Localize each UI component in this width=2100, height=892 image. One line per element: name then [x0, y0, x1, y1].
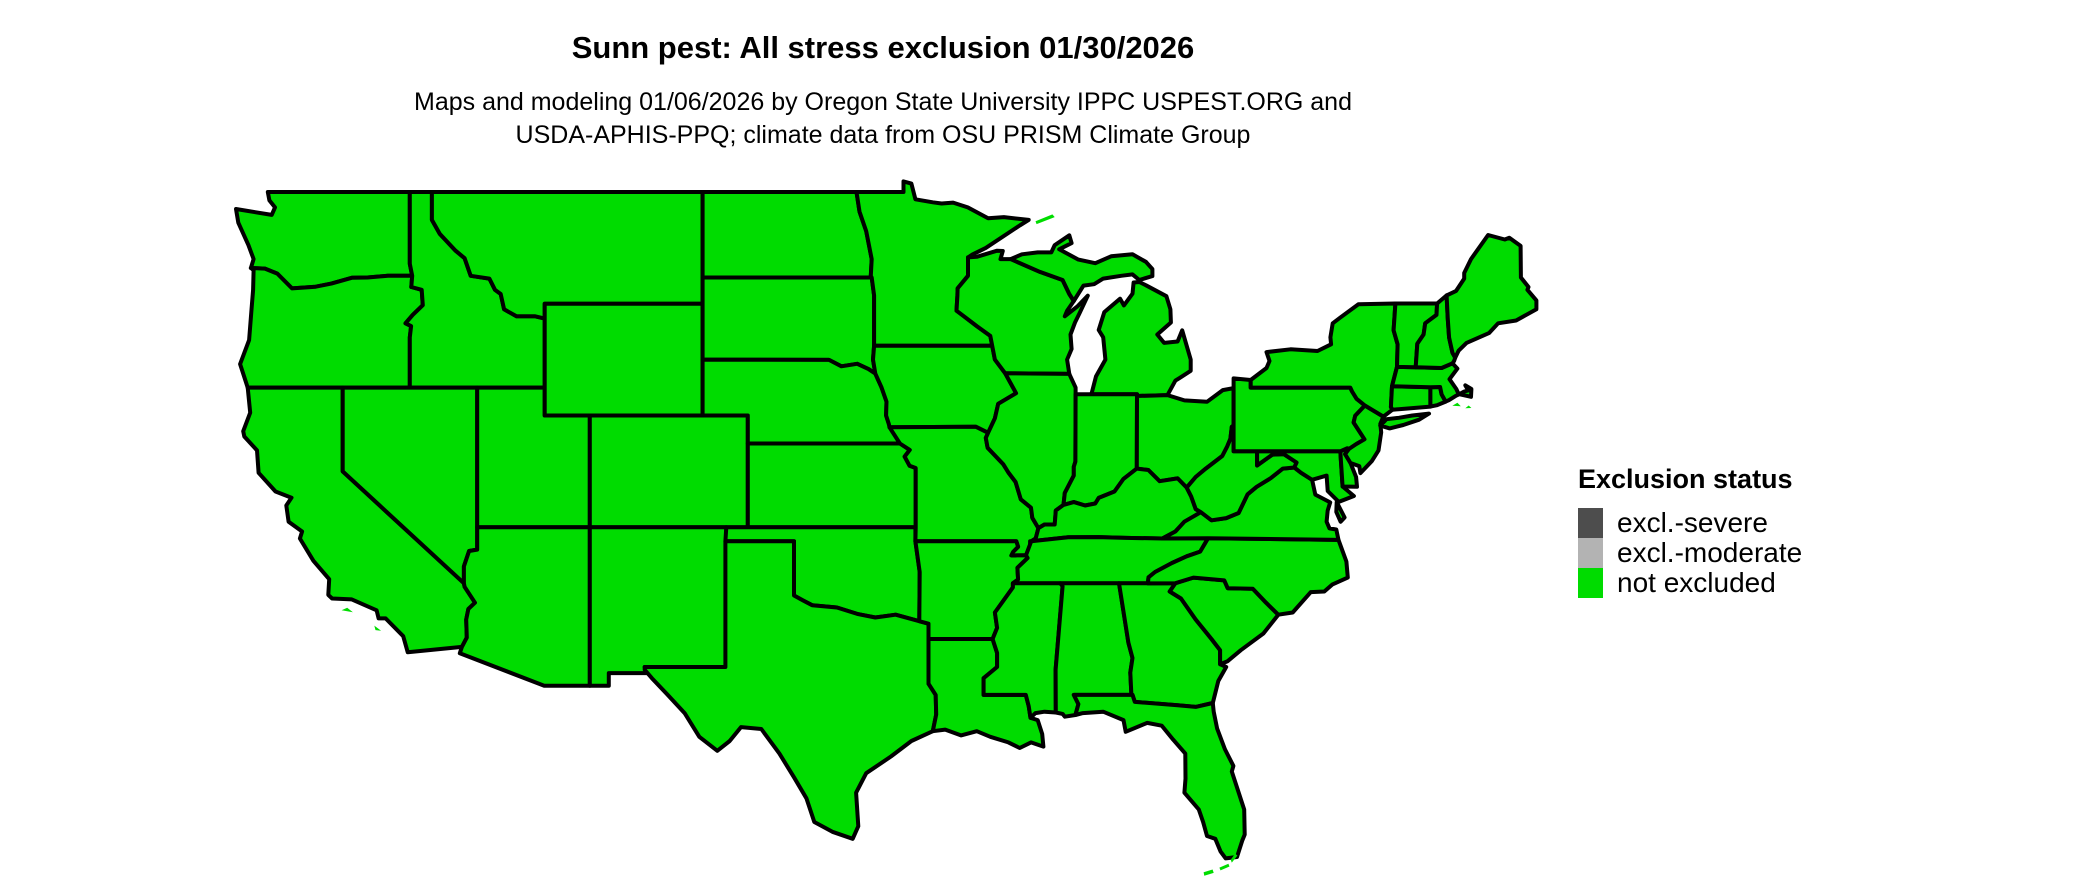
figure-subtitle-line2: USDA-APHIS-PPQ; climate data from OSU PR… — [515, 121, 1251, 149]
state-TX — [642, 539, 939, 841]
islands-FL — [1203, 853, 1238, 876]
legend-item-not-excluded: not excluded — [1578, 568, 1802, 598]
state-ME — [1444, 233, 1539, 360]
islands-MI — [1035, 214, 1055, 225]
legend-items: excl.-severe excl.-moderate not excluded — [1578, 508, 1802, 598]
state-NM — [587, 525, 729, 688]
legend-label: excl.-severe — [1617, 507, 1768, 538]
legend-title: Exclusion status — [1578, 464, 1793, 494]
state-MI — [1008, 233, 1193, 398]
legend-swatch — [1578, 568, 1603, 598]
legend-item-excl-severe: excl.-severe — [1578, 508, 1802, 538]
islands-CA — [341, 607, 382, 631]
legend-swatch — [1578, 508, 1603, 538]
figure-subtitle-line1: Maps and modeling 01/06/2026 by Oregon S… — [414, 88, 1352, 116]
state-CT — [1388, 384, 1433, 412]
state-NC — [1145, 536, 1350, 617]
state-NJ — [1343, 403, 1386, 476]
legend-label: not excluded — [1617, 567, 1776, 598]
legend-label: excl.-moderate — [1617, 537, 1803, 568]
state-AZ — [457, 525, 592, 688]
figure-subtitle: Maps and modeling 01/06/2026 by Oregon S… — [33, 86, 1733, 152]
state-OR — [238, 266, 425, 390]
islands-WA — [276, 198, 290, 219]
state-CO — [587, 413, 750, 530]
state-FL — [1071, 692, 1247, 861]
state-KS — [745, 441, 918, 530]
legend-swatch — [1578, 538, 1603, 568]
figure-title: Sunn pest: All stress exclusion 01/30/20… — [571, 30, 1195, 65]
state-WY — [542, 301, 705, 418]
figure-header: Sunn pest: All stress exclusion 01/30/20… — [33, 0, 1733, 152]
state-MD — [1255, 449, 1356, 504]
legend-item-excl-moderate: excl.-moderate — [1578, 538, 1802, 568]
islands-MA — [1452, 402, 1472, 409]
state-ND — [700, 190, 874, 280]
legend: Exclusion status excl.-severe excl.-moder… — [1578, 464, 1802, 598]
